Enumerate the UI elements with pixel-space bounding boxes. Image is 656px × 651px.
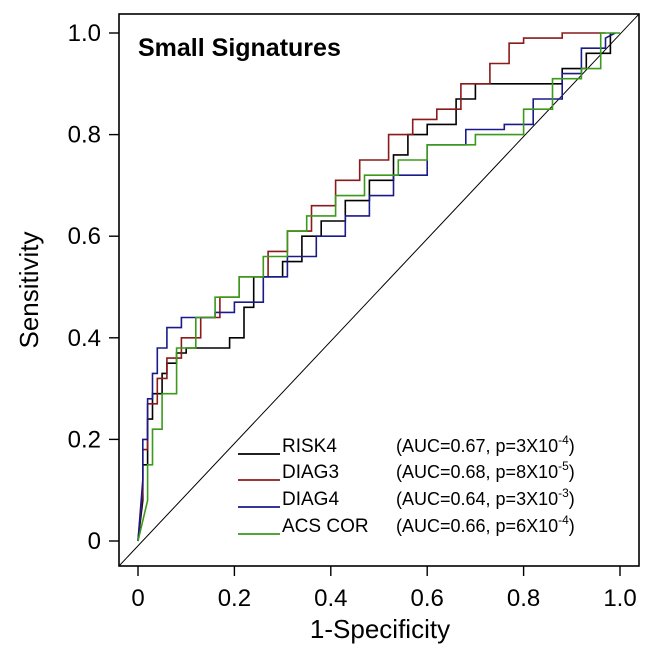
y-axis: 0 0.2 0.4 0.6 0.8 1.0 [68, 20, 119, 555]
legend-label: DIAG4 [282, 489, 339, 510]
legend-label: DIAG3 [282, 462, 339, 483]
legend-label: RISK4 [282, 436, 337, 457]
y-tick-label: 1.0 [68, 20, 101, 47]
series-line-acs-cor [137, 32, 620, 542]
y-axis-title: Sensitivity [14, 231, 44, 348]
x-tick-label: 1.0 [603, 585, 636, 612]
x-axis-title: 1-Specificity [310, 614, 450, 644]
y-tick-label: 0.4 [68, 325, 101, 352]
series-line-diag3 [137, 32, 606, 542]
x-axis: 0 0.2 0.4 0.6 0.8 1.0 [131, 566, 637, 612]
y-tick-label: 0.6 [68, 223, 101, 250]
x-tick-label: 0.2 [218, 585, 251, 612]
legend-auc-text: (AUC=0.66, p=6X10-4) [396, 513, 575, 536]
legend-auc-text: (AUC=0.68, p=8X10-5) [396, 459, 575, 482]
diagonal-reference-line [118, 13, 640, 567]
x-tick-label: 0.4 [314, 585, 347, 612]
legend-item-diag4: DIAG4 (AUC=0.64, p=3X10-3) [238, 486, 575, 510]
series-line-diag4 [137, 32, 616, 542]
x-tick-label: 0 [131, 585, 144, 612]
series-line-risk4 [137, 33, 612, 542]
y-tick-label: 0.8 [68, 122, 101, 149]
legend-auc-text: (AUC=0.64, p=3X10-3) [396, 486, 575, 509]
plot-frame [118, 13, 640, 567]
legend-auc-text: (AUC=0.67, p=3X10-4) [396, 433, 575, 456]
x-tick-label: 0.6 [411, 585, 444, 612]
chart-title: Small Signatures [138, 34, 341, 62]
legend-label: ACS COR [282, 516, 369, 537]
y-tick-label: 0 [88, 528, 101, 555]
series-layer [137, 32, 620, 542]
legend-item-acs-cor: ACS COR (AUC=0.66, p=6X10-4) [238, 513, 575, 537]
legend-item-risk4: RISK4 (AUC=0.67, p=3X10-4) [238, 433, 575, 457]
x-tick-label: 0.8 [507, 585, 540, 612]
legend-item-diag3: DIAG3 (AUC=0.68, p=8X10-5) [238, 459, 575, 483]
legend: RISK4 (AUC=0.67, p=3X10-4) DIAG3 (AUC=0.68,… [238, 433, 575, 537]
y-tick-label: 0.2 [68, 426, 101, 453]
